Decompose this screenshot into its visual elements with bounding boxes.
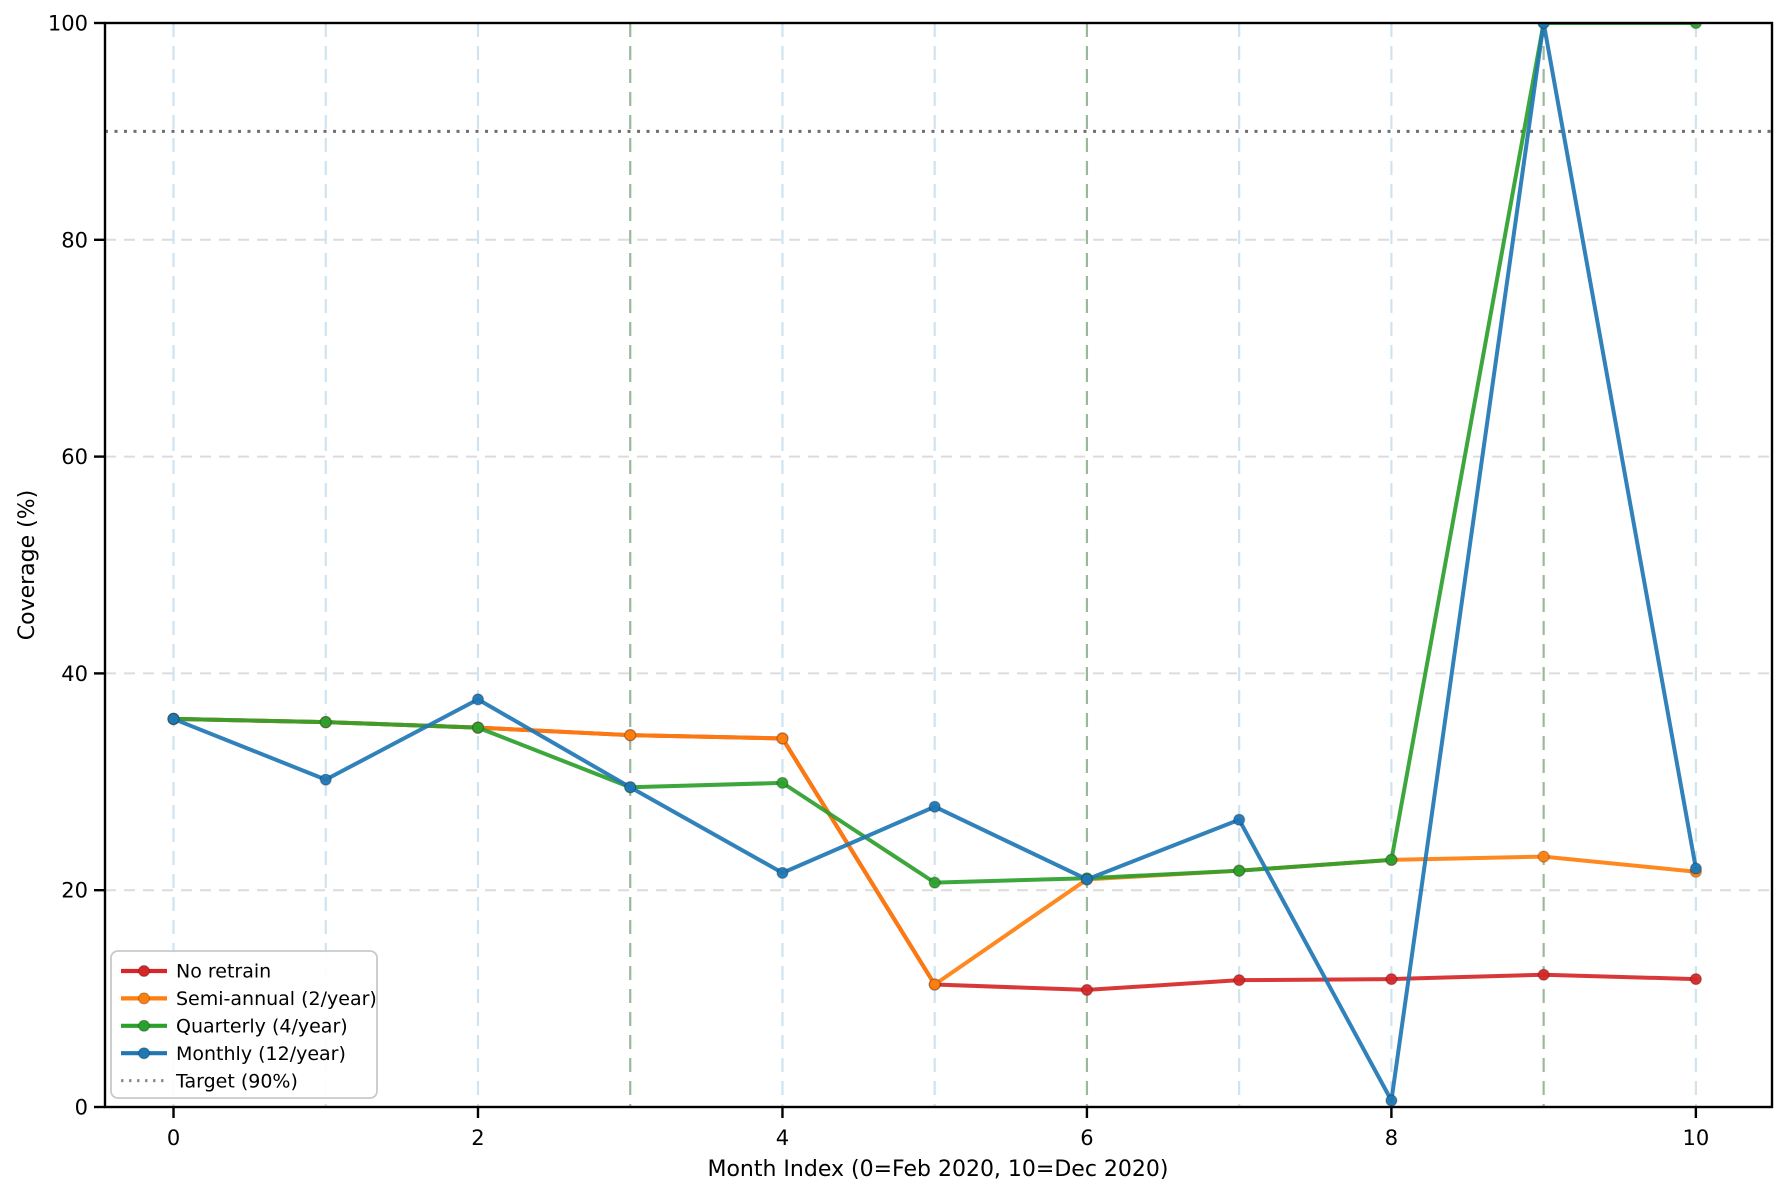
x-tick-label: 2 bbox=[471, 1126, 484, 1150]
x-tick-label: 8 bbox=[1385, 1126, 1398, 1150]
legend: No retrain Semi-annual (2/year) Quarterly … bbox=[110, 950, 378, 1099]
data-point-monthly-12-year bbox=[471, 693, 485, 706]
y-tick-label: 20 bbox=[61, 879, 88, 903]
legend-item: Target (90%) bbox=[121, 1070, 298, 1092]
data-point-monthly-12-year bbox=[928, 800, 941, 813]
legend-item: Monthly (12/year) bbox=[121, 1043, 346, 1065]
legend-item: No retrain bbox=[121, 961, 271, 983]
plot-border bbox=[103, 21, 1774, 1109]
data-point-monthly-12-year bbox=[624, 781, 637, 794]
legend-label: Semi-annual (2/year) bbox=[176, 988, 377, 1010]
data-point-monthly-12-year bbox=[1385, 1094, 1398, 1107]
data-point-quarterly-4-year bbox=[471, 721, 485, 734]
x-axis-label: Month Index (0=Feb 2020, 10=Dec 2020) bbox=[707, 1157, 1168, 1182]
data-point-quarterly-4-year bbox=[776, 776, 789, 790]
y-tick-label: 100 bbox=[48, 12, 88, 36]
y-axis-label: Coverage (%) bbox=[15, 490, 40, 640]
legend-sample-marker bbox=[137, 992, 151, 1005]
data-point-quarterly-4-year bbox=[1233, 864, 1246, 877]
data-point-no-retrain bbox=[1080, 983, 1094, 997]
legend-label: No retrain bbox=[176, 961, 271, 983]
legend-label: Target (90%) bbox=[175, 1070, 298, 1092]
x-tick-label: 6 bbox=[1080, 1126, 1093, 1150]
data-point-semi-annual-2-year bbox=[928, 978, 941, 991]
data-point-monthly-12-year bbox=[776, 866, 789, 880]
data-point-semi-annual-2-year bbox=[776, 732, 789, 745]
data-point-no-retrain bbox=[1537, 968, 1550, 981]
data-point-no-retrain bbox=[1233, 974, 1246, 987]
legend-box bbox=[110, 950, 378, 1099]
series-layer bbox=[167, 22, 1703, 1107]
legend-label: Monthly (12/year) bbox=[176, 1043, 346, 1065]
data-point-quarterly-4-year bbox=[1385, 853, 1398, 866]
x-tick-label: 10 bbox=[1683, 1126, 1710, 1150]
legend-sample-marker bbox=[137, 964, 151, 978]
data-point-semi-annual-2-year bbox=[624, 729, 637, 742]
data-point-no-retrain bbox=[1385, 972, 1398, 986]
y-tick-label: 80 bbox=[61, 228, 88, 252]
data-point-monthly-12-year bbox=[1080, 873, 1094, 886]
data-point-monthly-12-year bbox=[319, 773, 332, 786]
x-axis-ticks: 0 2 4 6 8 10 bbox=[167, 1107, 1709, 1150]
legend-item: Semi-annual (2/year) bbox=[121, 988, 377, 1010]
y-tick-label: 40 bbox=[61, 662, 88, 686]
y-tick-label: 0 bbox=[75, 1096, 88, 1120]
data-point-monthly-12-year bbox=[1689, 862, 1703, 875]
x-tick-label: 0 bbox=[167, 1126, 180, 1150]
data-point-monthly-12-year bbox=[167, 712, 180, 726]
data-point-quarterly-4-year bbox=[928, 876, 941, 889]
data-point-monthly-12-year bbox=[1233, 813, 1246, 826]
x-tick-label: 4 bbox=[776, 1126, 789, 1150]
data-point-semi-annual-2-year bbox=[1537, 850, 1550, 863]
data-point-quarterly-4-year bbox=[319, 716, 332, 729]
legend-sample-marker bbox=[137, 1047, 151, 1060]
data-point-no-retrain bbox=[1689, 972, 1703, 986]
y-tick-label: 60 bbox=[61, 445, 88, 469]
legend-sample-marker bbox=[137, 1019, 151, 1032]
legend-item: Quarterly (4/year) bbox=[121, 1016, 348, 1038]
legend-label: Quarterly (4/year) bbox=[176, 1016, 348, 1038]
v-gridlines bbox=[172, 23, 1697, 1107]
y-axis-ticks: 0 20 40 60 80 100 bbox=[48, 12, 105, 1120]
